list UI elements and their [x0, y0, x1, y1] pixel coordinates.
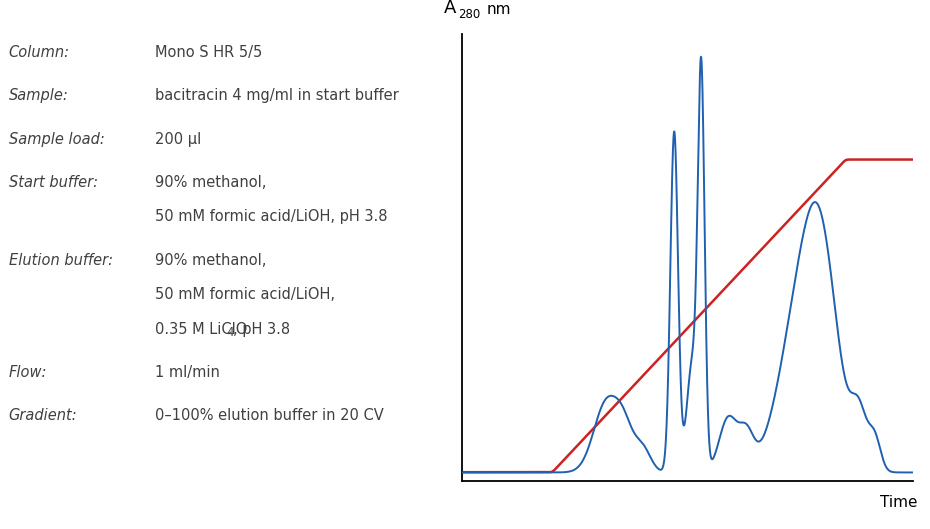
Text: Time: Time: [881, 495, 918, 510]
Text: Gradient:: Gradient:: [8, 408, 77, 423]
Text: bacitracin 4 mg/ml in start buffer: bacitracin 4 mg/ml in start buffer: [155, 88, 399, 103]
Text: nm: nm: [487, 2, 512, 16]
Text: Flow:: Flow:: [8, 365, 47, 380]
Text: 1 ml/min: 1 ml/min: [155, 365, 220, 380]
Text: Sample load:: Sample load:: [8, 132, 104, 147]
Text: 0.35 M LiClO: 0.35 M LiClO: [155, 322, 247, 336]
Text: 90% methanol,: 90% methanol,: [155, 175, 267, 190]
Text: Elution buffer:: Elution buffer:: [8, 253, 113, 268]
Text: Sample:: Sample:: [8, 88, 69, 103]
Text: 4: 4: [226, 326, 233, 339]
Text: Mono S HR 5/5: Mono S HR 5/5: [155, 45, 262, 60]
Text: 280: 280: [458, 8, 480, 21]
Text: 0–100% elution buffer in 20 CV: 0–100% elution buffer in 20 CV: [155, 408, 384, 423]
Text: 50 mM formic acid/LiOH, pH 3.8: 50 mM formic acid/LiOH, pH 3.8: [155, 209, 388, 224]
Text: A: A: [445, 0, 457, 16]
Text: 200 µl: 200 µl: [155, 132, 202, 147]
Text: , pH 3.8: , pH 3.8: [233, 322, 290, 336]
Text: 90% methanol,: 90% methanol,: [155, 253, 267, 268]
Text: 50 mM formic acid/LiOH,: 50 mM formic acid/LiOH,: [155, 287, 335, 302]
Text: Column:: Column:: [8, 45, 70, 60]
Text: Start buffer:: Start buffer:: [8, 175, 98, 190]
